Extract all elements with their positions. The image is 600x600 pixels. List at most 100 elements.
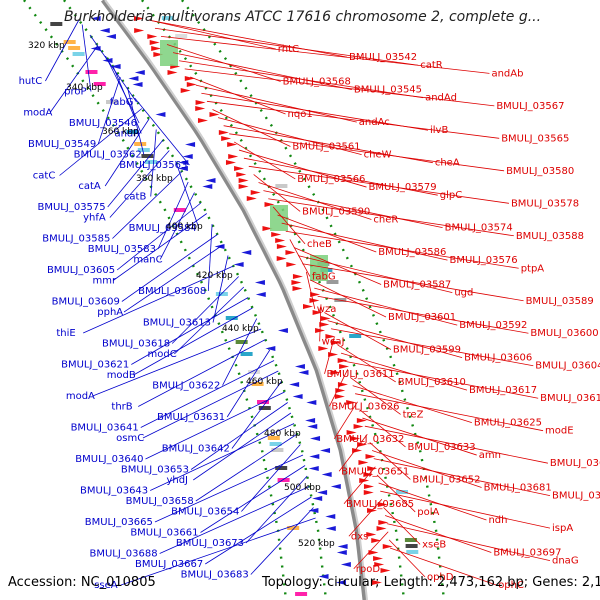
gene-label[interactable]: BMULJ_03585	[42, 234, 110, 245]
gene-label[interactable]: BMULJ_03545	[354, 85, 422, 96]
gene-label[interactable]: BMULJ_03682	[552, 491, 600, 502]
gene-label[interactable]: glpC	[440, 190, 462, 201]
gene-label[interactable]: BMULJ_03688	[89, 549, 157, 560]
gene-label[interactable]: BMULJ_03608	[138, 286, 206, 297]
gene-label[interactable]: BMULJ_03617	[469, 385, 537, 396]
gene-label[interactable]: BMULJ_03590	[302, 206, 370, 217]
gene-label[interactable]: BMULJ_03622	[152, 381, 220, 392]
gene-label[interactable]: BMULJ_03615	[540, 393, 600, 404]
gene-label[interactable]: modC	[148, 349, 177, 360]
gene-label[interactable]: catR	[420, 60, 443, 71]
gene-label[interactable]: BMULJ_03632	[336, 434, 404, 445]
gene-label[interactable]: ptpA	[521, 263, 545, 274]
gene-label[interactable]: BMULJ_03578	[511, 198, 579, 209]
gene-label[interactable]: cheR	[373, 215, 398, 226]
gene-label[interactable]: BMULJ_03562	[74, 150, 142, 161]
gene-label[interactable]: BMULJ_03583	[88, 244, 156, 255]
gene-label[interactable]: BMULJ_03658	[126, 496, 194, 507]
gene-label[interactable]: osmC	[116, 433, 144, 444]
gene-label[interactable]: BMULJ_03586	[378, 247, 446, 258]
gene-label[interactable]: ophC	[498, 580, 524, 591]
gene-label[interactable]: pphA	[97, 307, 123, 318]
gene-label[interactable]: BMULJ_03685	[346, 499, 414, 510]
gene-label[interactable]: BMULJ_03605	[47, 265, 115, 276]
gene-label[interactable]: wza	[317, 304, 337, 315]
gene-label[interactable]: BMULJ_03599	[393, 344, 461, 355]
gene-label[interactable]: catC	[33, 171, 56, 182]
gene-label[interactable]: BMULJ_03587	[383, 280, 451, 291]
gene-label[interactable]: proP	[64, 87, 86, 98]
gene-label[interactable]: BMULJ_03650	[550, 458, 600, 469]
gene-label[interactable]: andAd	[425, 93, 457, 104]
gene-label[interactable]: BMULJ_03604	[535, 361, 600, 372]
gene-label[interactable]: thrB	[111, 402, 132, 413]
gene-label[interactable]: BMULJ_03609	[52, 297, 120, 308]
gene-label[interactable]: fabG	[110, 97, 134, 108]
gene-label[interactable]: BMULJ_03651	[341, 466, 409, 477]
gene-label[interactable]: BMULJ_03606	[464, 353, 532, 364]
gene-label[interactable]: BMULJ_03631	[157, 412, 225, 423]
gene-label[interactable]: BMULJ_03546	[69, 118, 137, 129]
gene-label[interactable]: manC	[133, 255, 162, 266]
gene-label[interactable]: andR	[114, 129, 140, 140]
gene-label[interactable]: BMULJ_03592	[459, 320, 527, 331]
gene-label[interactable]: catA	[78, 181, 101, 192]
gene-label[interactable]: BMULJ_03640	[75, 454, 143, 465]
gene-label[interactable]: ilvB	[430, 125, 448, 136]
gene-label[interactable]: BMULJ_03568	[283, 76, 351, 87]
gene-label[interactable]: BMULJ_03566	[297, 174, 365, 185]
gene-label[interactable]: modA	[66, 391, 95, 402]
gene-label[interactable]: andAc	[359, 117, 390, 128]
gene-label[interactable]: BMULJ_03625	[474, 418, 542, 429]
gene-label[interactable]: dnaG	[552, 556, 579, 567]
gene-label[interactable]: modE	[545, 426, 574, 437]
gene-label[interactable]: BMULJ_03683	[181, 570, 249, 581]
gene-label[interactable]: BMULJ_03542	[349, 52, 417, 63]
gene-label[interactable]: BMULJ_03611	[327, 369, 395, 380]
gene-label[interactable]: BMULJ_03549	[28, 139, 96, 150]
gene-label[interactable]: BMULJ_03579	[369, 182, 437, 193]
gene-label[interactable]: BMULJ_03567	[496, 101, 564, 112]
gene-label[interactable]: cheB	[307, 239, 332, 250]
gene-label[interactable]: BMULJ_03589	[526, 296, 594, 307]
gene-label[interactable]: yhdJ	[166, 475, 188, 486]
gene-label[interactable]: fabG	[312, 271, 336, 282]
gene-label[interactable]: BMULJ_03561	[292, 141, 360, 152]
gene-label[interactable]: dxs	[351, 531, 368, 542]
gene-label[interactable]: ophD	[427, 572, 454, 583]
gene-label[interactable]: polA	[417, 507, 439, 518]
gene-label[interactable]: BMULJ_03643	[80, 486, 148, 497]
gene-label[interactable]: ndh	[488, 515, 507, 526]
gene-label[interactable]: wcaJ	[322, 336, 345, 347]
gene-label[interactable]: rpoD	[356, 564, 381, 575]
gene-label[interactable]: thiE	[56, 328, 75, 339]
gene-label[interactable]: BMULJ_03697	[493, 548, 561, 559]
gene-label[interactable]: BMULJ_03653	[121, 465, 189, 476]
gene-label[interactable]: BMULJ_03576	[449, 255, 517, 266]
gene-label[interactable]: BMULJ_03600	[530, 328, 598, 339]
gene-label[interactable]: BMULJ_03563	[119, 160, 187, 171]
gene-label[interactable]: BMULJ_03667	[135, 559, 203, 570]
gene-label[interactable]: BMULJ_03613	[143, 318, 211, 329]
gene-label[interactable]: cheA	[435, 158, 460, 169]
gene-label[interactable]: BMULJ_03588	[516, 231, 584, 242]
gene-label[interactable]: yhfA	[83, 213, 106, 224]
gene-label[interactable]: catB	[124, 192, 147, 203]
gene-label[interactable]: nqo1	[288, 109, 313, 120]
gene-label[interactable]: BMULJ_03565	[501, 133, 569, 144]
gene-label[interactable]: BMULJ_03618	[102, 339, 170, 350]
gene-label[interactable]: BMULJ_03621	[61, 360, 129, 371]
gene-label[interactable]: hutC	[19, 76, 43, 87]
gene-label[interactable]: cheW	[364, 150, 392, 161]
gene-label[interactable]: BMULJ_03580	[506, 166, 574, 177]
gene-label[interactable]: BMULJ_03641	[71, 423, 139, 434]
gene-label[interactable]: mmr	[93, 276, 117, 287]
gene-label[interactable]: BMULJ_03633	[407, 442, 475, 453]
gene-label[interactable]: BMULJ_03661	[130, 528, 198, 539]
gene-label[interactable]: xseB	[422, 539, 446, 550]
gene-label[interactable]: BMULJ_03654	[171, 507, 239, 518]
gene-label[interactable]: BMULJ_03681	[484, 483, 552, 494]
gene-label[interactable]: modA	[23, 108, 52, 119]
gene-label[interactable]: BMULJ_03575	[38, 202, 106, 213]
